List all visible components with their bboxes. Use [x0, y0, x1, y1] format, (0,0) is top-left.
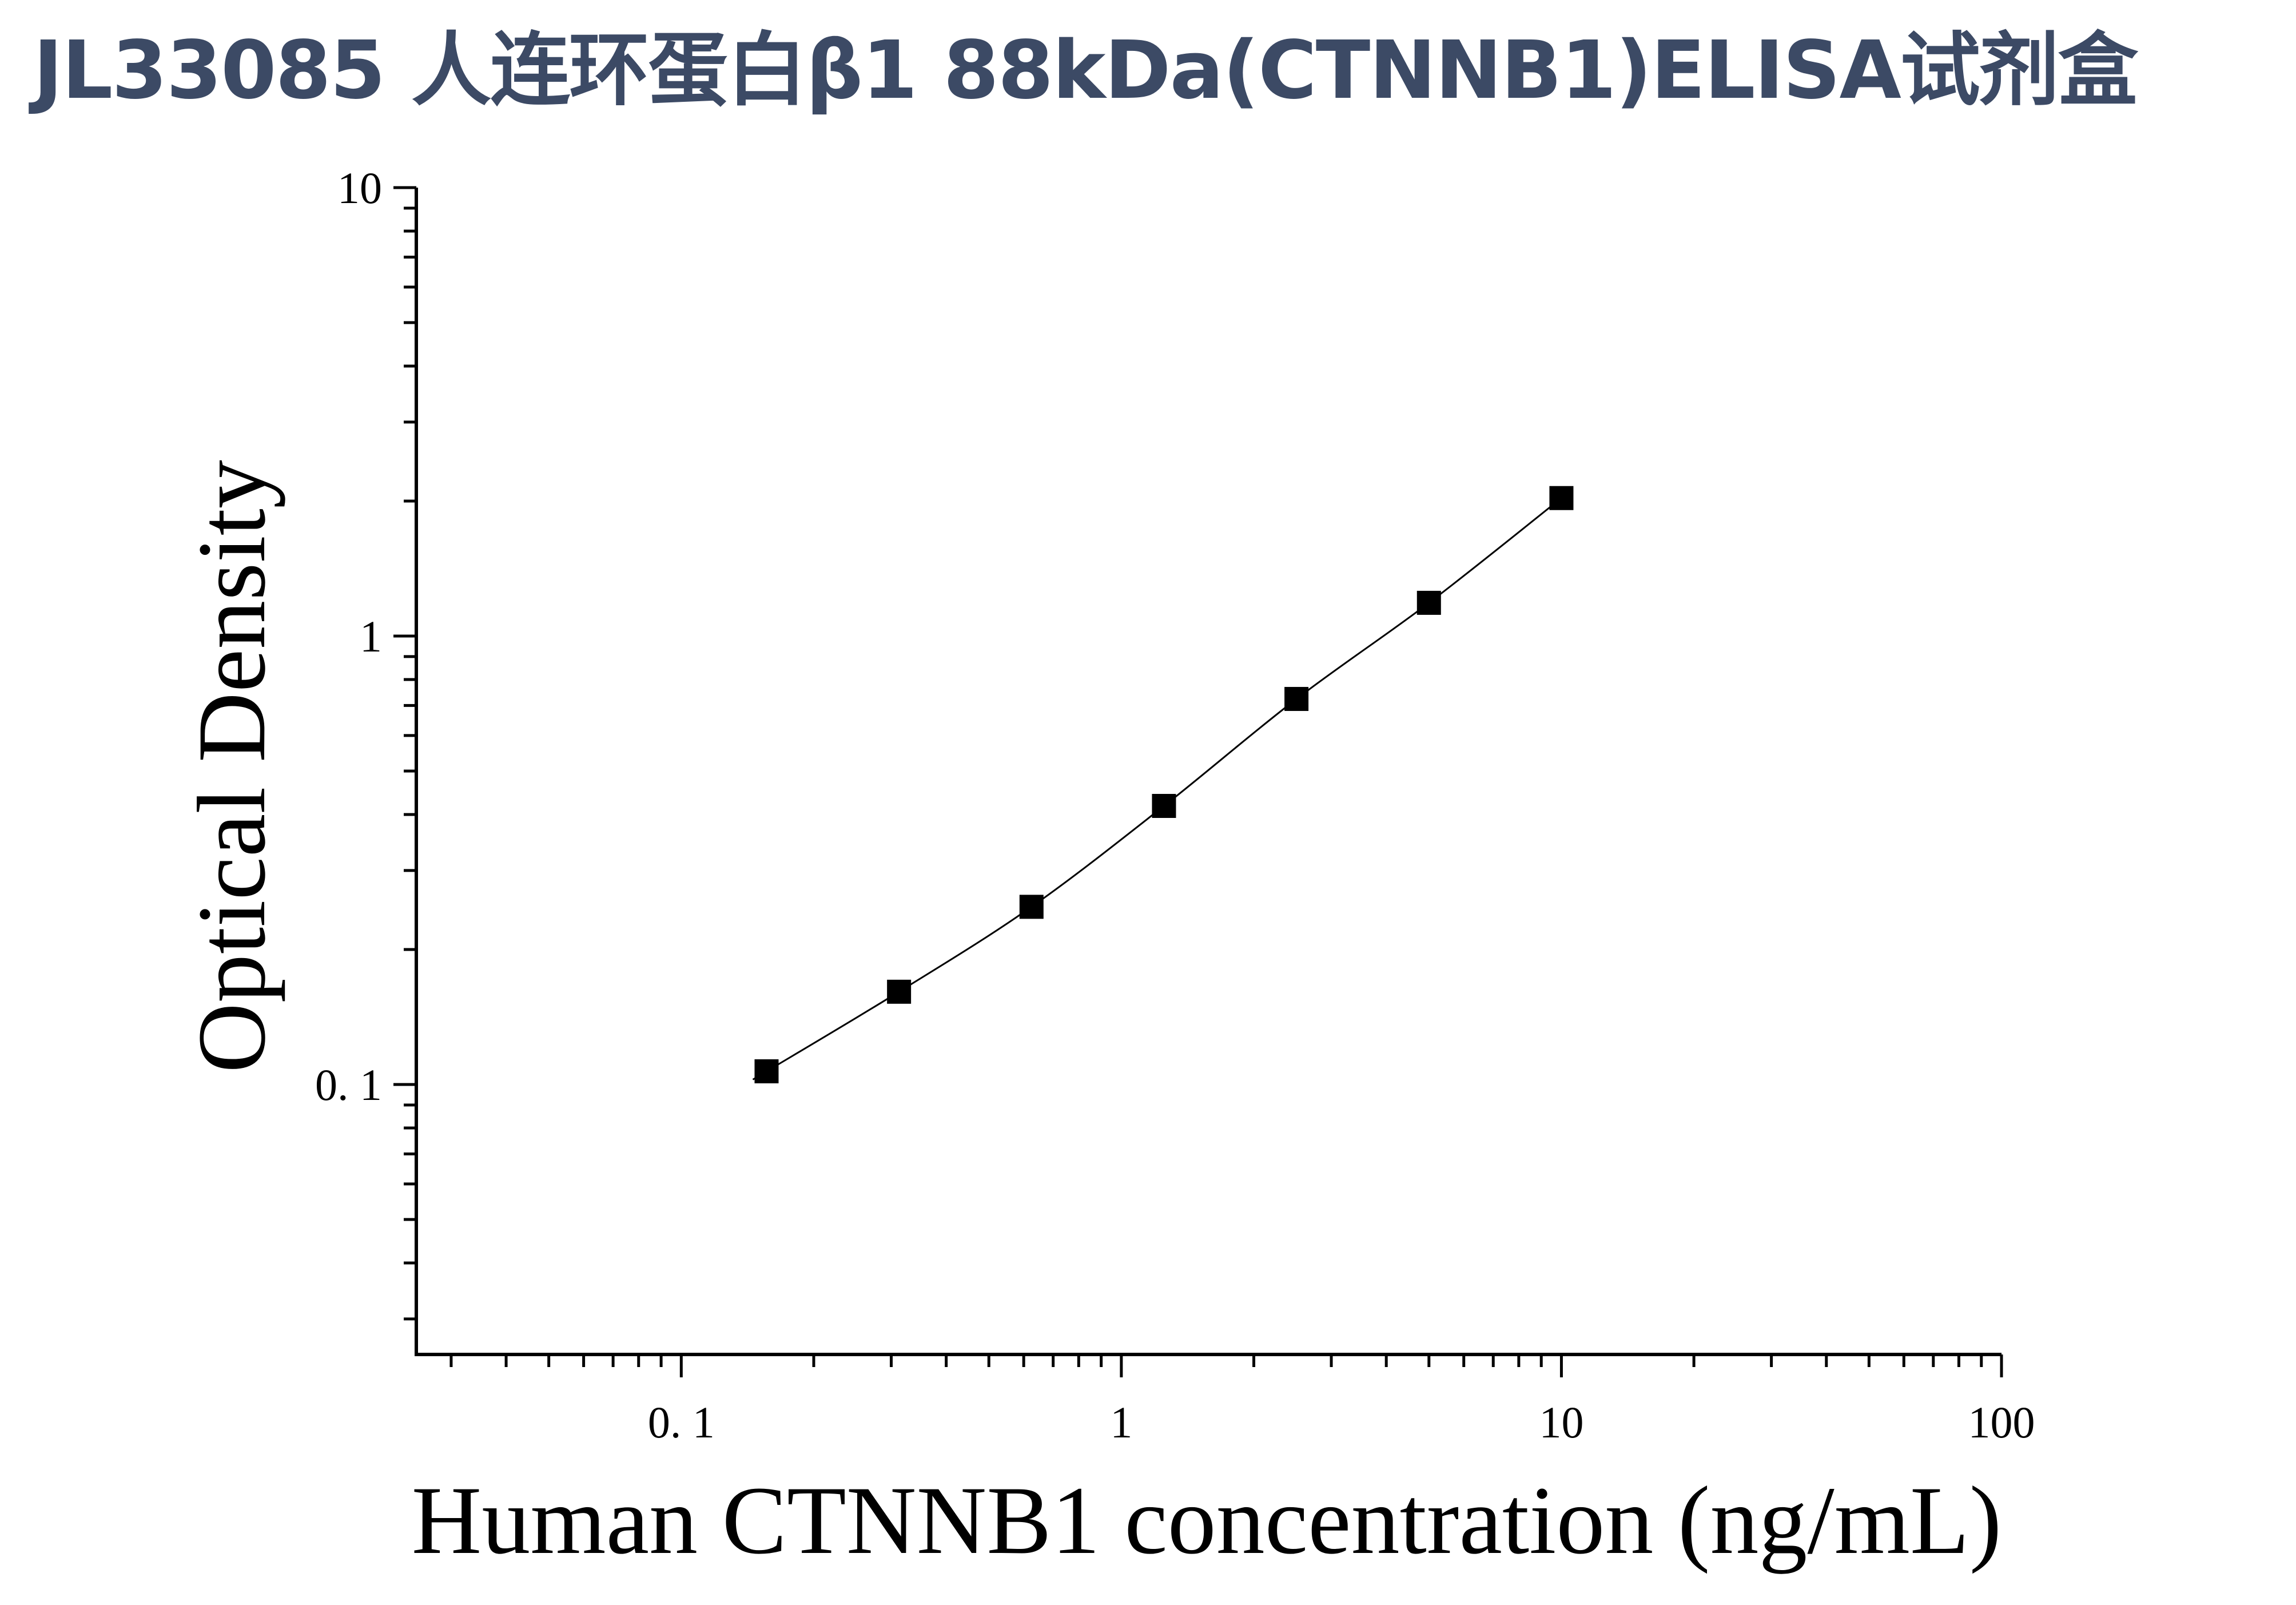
data-point — [1019, 895, 1044, 919]
data-point — [887, 979, 912, 1004]
data-points-layer — [754, 486, 1574, 1083]
data-point — [1284, 686, 1309, 711]
x-tick-label: 100 — [1968, 1397, 2035, 1447]
y-tick-label: 1 — [360, 611, 382, 661]
data-point — [1416, 590, 1441, 615]
x-axis-title: Human CTNNB1 concentration (ng/mL) — [412, 1467, 2002, 1574]
data-point — [1152, 793, 1176, 818]
data-point — [1549, 486, 1574, 510]
fitted-curve — [752, 497, 1562, 1080]
y-tick-label: 0. 1 — [315, 1060, 382, 1110]
x-tick-label: 1 — [1110, 1397, 1132, 1447]
page-title: JL33085 人连环蛋白β1 88kDa(CTNNB1)ELISA试剂盒 — [33, 24, 2138, 117]
x-tick-label: 0. 1 — [648, 1397, 715, 1447]
axes: 0. 1 1 10 100 0. 1 1 10 — [315, 163, 2035, 1447]
data-point — [754, 1059, 779, 1083]
fitted-curve-layer — [752, 497, 1562, 1080]
x-tick-label: 10 — [1539, 1397, 1583, 1447]
y-axis-title: Optical Density — [178, 460, 285, 1073]
y-tick-label: 10 — [337, 163, 382, 213]
